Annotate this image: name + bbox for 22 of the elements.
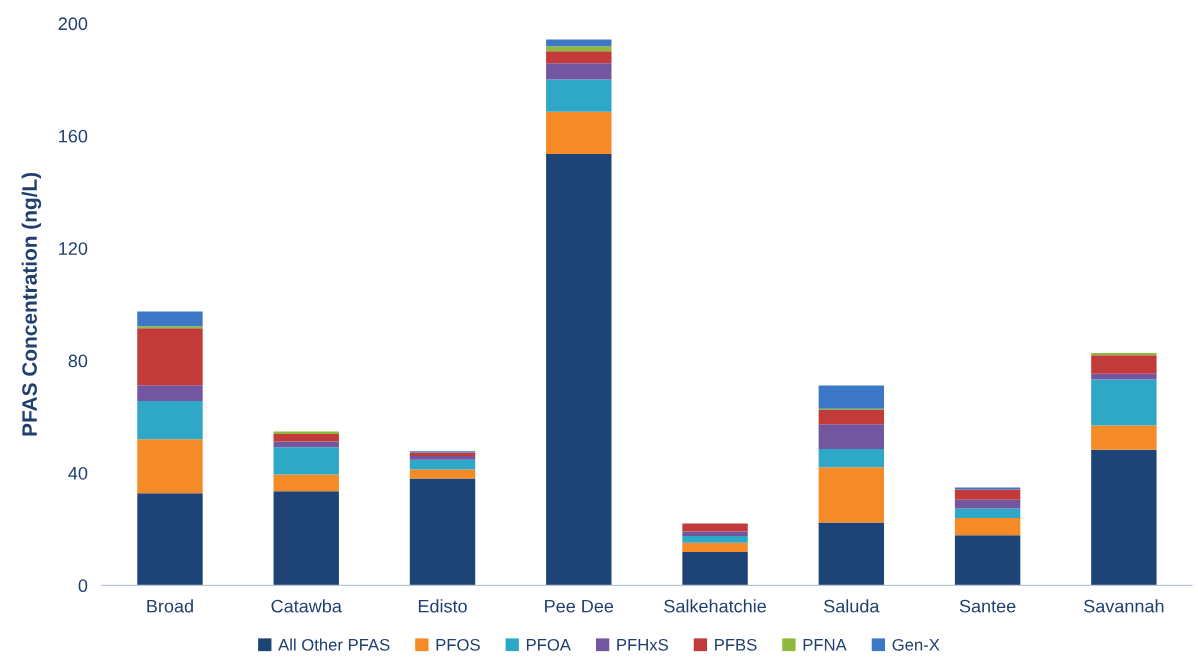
x-tick-label: Edisto xyxy=(418,599,467,613)
x-tick-label: Savannah xyxy=(1084,599,1164,613)
x-tick-label: Catawba xyxy=(271,599,342,613)
y-tick-label: 40 xyxy=(68,466,88,480)
x-tick-label: Salkehatchie xyxy=(664,599,766,613)
legend-label: PFOA xyxy=(526,638,571,651)
y-tick-label: 0 xyxy=(78,579,88,593)
legend-label: PFHxS xyxy=(617,638,668,651)
y-tick-label: 160 xyxy=(59,129,88,143)
legend-label: All Other PFAS xyxy=(278,638,390,651)
legend-label: PFOS xyxy=(436,638,480,651)
legend-label: PFNA xyxy=(803,639,847,651)
y-tick-label: 80 xyxy=(68,354,88,368)
x-tick-label: Santee xyxy=(959,599,1016,613)
y-axis-title: PFAS Concentration (ng/L) xyxy=(21,172,42,436)
x-tick-label: Saluda xyxy=(824,599,880,613)
x-tick-label: Broad xyxy=(147,599,193,613)
x-tick-label: Pee Dee xyxy=(545,599,614,613)
y-tick-label: 120 xyxy=(59,242,88,255)
y-tick-label: 200 xyxy=(58,17,88,31)
legend-label: PFBS xyxy=(715,638,757,651)
legend-label: Gen-X xyxy=(892,638,940,651)
